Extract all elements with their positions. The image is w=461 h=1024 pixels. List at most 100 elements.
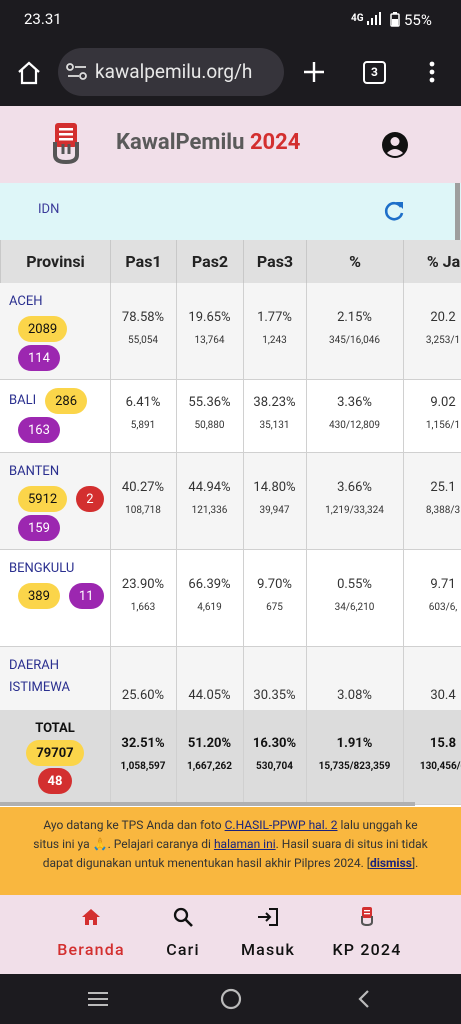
url-field[interactable]: [58, 48, 284, 96]
column-border: [306, 380, 307, 453]
vote-count: 34/6,210: [334, 601, 375, 613]
account-button[interactable]: [381, 131, 409, 159]
province-cell: BALI 286 163: [9, 388, 109, 443]
time: 23.31: [24, 10, 62, 28]
percent: 23.90%: [121, 576, 165, 592]
column-header: % Ja: [403, 240, 461, 283]
province-name[interactable]: DAERAH ISTIMEWA: [9, 658, 71, 695]
vote-count: 39,947: [259, 504, 290, 516]
percent: 19.65%: [188, 309, 231, 325]
banner-text-segment: lalu unggah ke situs ini ya 🙏. Pelajari …: [33, 818, 418, 851]
table-header: [0, 240, 461, 283]
percent: 1.91%: [336, 735, 373, 751]
vote-count: 13,764: [194, 334, 225, 346]
percent: 32.51%: [121, 735, 165, 751]
vote-count: 1,243: [262, 334, 287, 346]
column-border: [110, 283, 111, 380]
bottom-nav: [0, 895, 461, 974]
column-border: [176, 283, 177, 380]
column-border: [306, 710, 307, 805]
battery: 55%: [404, 11, 432, 29]
banner-text-segment: ].: [411, 856, 419, 870]
province-name[interactable]: BALI: [9, 393, 37, 408]
column-border: [110, 710, 111, 805]
vote-count: 1,663: [130, 601, 156, 613]
percent: 44.05%: [188, 688, 231, 703]
vote-count: 530,704: [256, 760, 293, 772]
nav-label[interactable]: KP 2024: [332, 940, 402, 959]
column-border: [403, 710, 404, 805]
column-border: [403, 453, 404, 550]
menu-button[interactable]: [426, 60, 438, 86]
percent: 6.41%: [125, 394, 161, 410]
banner-link[interactable]: halaman ini: [213, 837, 276, 851]
column-border: [110, 380, 111, 453]
percent: 1.77%: [257, 309, 292, 325]
site-settings-icon[interactable]: [66, 62, 88, 82]
percent: 9.71: [430, 576, 456, 592]
signal-battery-icons: [367, 12, 400, 27]
vote-count: 1,667,262: [186, 760, 233, 772]
kp-icon[interactable]: [361, 906, 374, 926]
percent: 16.30%: [252, 735, 297, 751]
column-border: [243, 710, 244, 805]
province-name[interactable]: BENGKULU: [9, 561, 75, 576]
percent: 40.27%: [121, 479, 165, 495]
nav-label[interactable]: Beranda: [57, 940, 125, 959]
vote-count: 5,891: [130, 419, 156, 431]
tab-count[interactable]: 3: [363, 61, 386, 84]
login-icon[interactable]: [257, 907, 279, 927]
badge: 114: [18, 345, 60, 371]
vote-count: 1,156/1: [425, 419, 461, 431]
banner-link[interactable]: dismiss: [369, 856, 412, 870]
vote-count: 1,058,597: [120, 760, 166, 772]
province-cell: ACEH 2089 114: [9, 291, 109, 371]
column-border: [306, 283, 307, 380]
column-border: [306, 550, 307, 647]
vote-count: 50,880: [194, 419, 225, 431]
badge: 163: [18, 417, 60, 443]
banner: [0, 807, 461, 895]
vote-count: 345/16,046: [328, 334, 381, 346]
province-name[interactable]: BANTEN: [9, 464, 60, 479]
column-border: [243, 380, 244, 453]
badge: 389: [18, 583, 60, 609]
province-name[interactable]: ACEH: [9, 294, 43, 309]
status-bar: [0, 0, 461, 40]
column-border: [176, 710, 177, 805]
system-nav: [0, 974, 461, 1024]
brand-title: KawalPemilu 2024: [116, 130, 300, 155]
column-border: [306, 453, 307, 550]
new-tab-button[interactable]: [302, 60, 326, 84]
search-icon[interactable]: [173, 907, 193, 927]
column-border: [243, 550, 244, 647]
banner-link[interactable]: C.HASIL-PPWP hal. 2: [224, 818, 338, 832]
column-border: [176, 550, 177, 647]
column-header: Pas1: [110, 240, 176, 283]
system-nav-buttons[interactable]: [86, 988, 386, 1010]
column-header: %: [306, 240, 403, 283]
vote-count: 675: [266, 601, 283, 613]
province-cell: BANTEN 5912 2 159: [9, 461, 109, 541]
percent: 55.36%: [188, 394, 231, 410]
vote-count: 430/12,809: [328, 419, 381, 431]
column-border: [110, 453, 111, 550]
column-header: Pas2: [176, 240, 243, 283]
breadcrumb[interactable]: IDN: [38, 202, 60, 217]
badge: 159: [18, 515, 60, 541]
column-border: [176, 453, 177, 550]
percent: 44.94%: [188, 479, 231, 495]
home-button[interactable]: [16, 60, 42, 86]
badge: 48: [37, 768, 73, 794]
nav-label[interactable]: Cari: [166, 940, 200, 959]
percent: 15.8: [429, 735, 457, 751]
percent: 78.58%: [121, 309, 165, 325]
badge: 286: [45, 388, 88, 414]
nav-label[interactable]: Masuk: [240, 940, 296, 959]
home-icon[interactable]: [81, 907, 101, 927]
percent: 20.2: [430, 309, 456, 325]
refresh-button[interactable]: [382, 199, 406, 223]
province-cell: DAERAH ISTIMEWA: [9, 655, 109, 699]
scrollbar: [455, 183, 460, 240]
badge: 2089: [18, 316, 68, 342]
